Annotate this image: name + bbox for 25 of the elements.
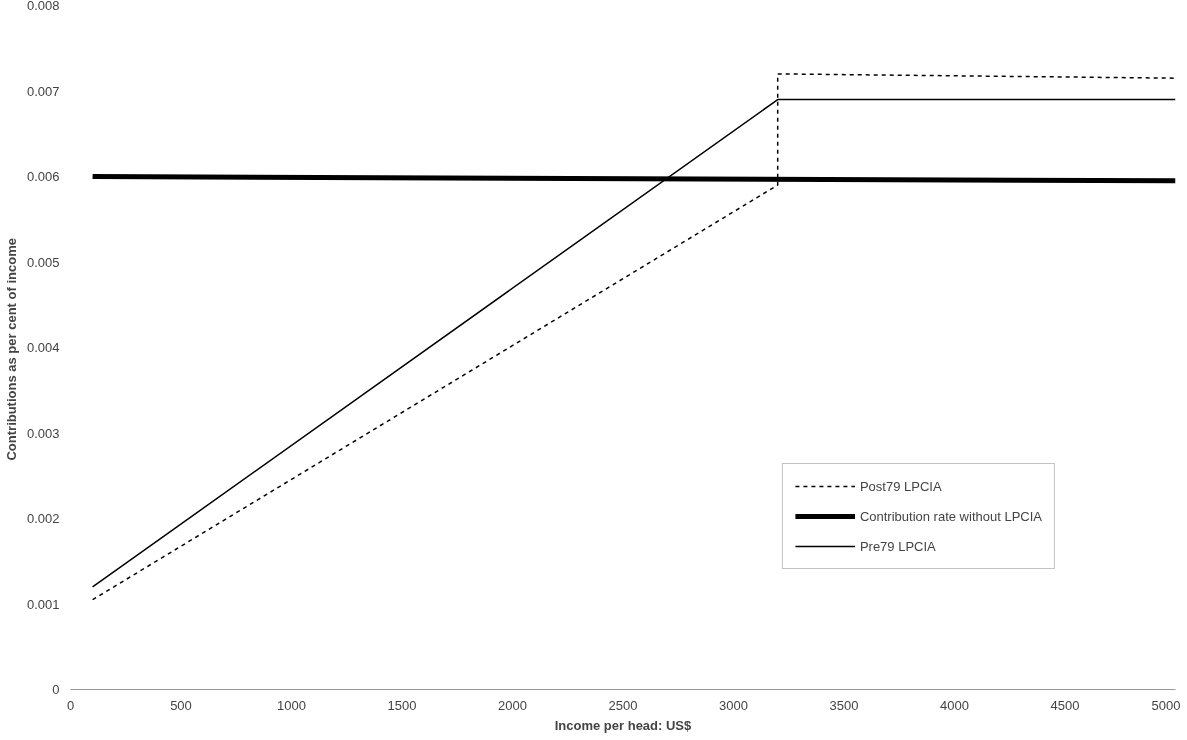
x-tick-label: 3500 — [829, 697, 859, 713]
y-tick-label: 0.005 — [26, 254, 60, 270]
x-tick-label: 5000 — [1151, 697, 1181, 713]
x-tick-label: 500 — [170, 697, 192, 713]
x-tick-label: 1000 — [277, 697, 306, 713]
x-tick-label: 2000 — [498, 697, 527, 713]
x-tick-label: 2500 — [608, 697, 638, 713]
x-axis-title: Income per head: US$ — [554, 717, 693, 733]
y-tick-label: 0.001 — [26, 596, 60, 612]
y-tick-label: 0.002 — [26, 511, 60, 526]
y-tick-label: 0.006 — [26, 169, 60, 184]
legend-label: Contribution rate without LPCIA — [859, 508, 1042, 524]
y-tick-label: 0 — [52, 682, 60, 697]
legend-label: Post79 LPCIA — [859, 478, 942, 494]
y-tick-label: 0.007 — [26, 83, 60, 99]
y-tick-label: 0.004 — [26, 340, 60, 355]
y-tick-label: 0.008 — [26, 0, 60, 13]
x-tick-label: 0 — [66, 697, 75, 713]
y-tick-label: 0.003 — [26, 425, 60, 441]
x-tick-label: 3000 — [719, 697, 748, 713]
x-tick-label: 4000 — [940, 697, 969, 713]
y-axis-title: Contributions as per cent of income — [3, 238, 19, 461]
legend-label: Pre79 LPCIA — [859, 538, 936, 554]
x-tick-label: 1500 — [387, 697, 417, 713]
x-tick-label: 4500 — [1050, 697, 1080, 713]
